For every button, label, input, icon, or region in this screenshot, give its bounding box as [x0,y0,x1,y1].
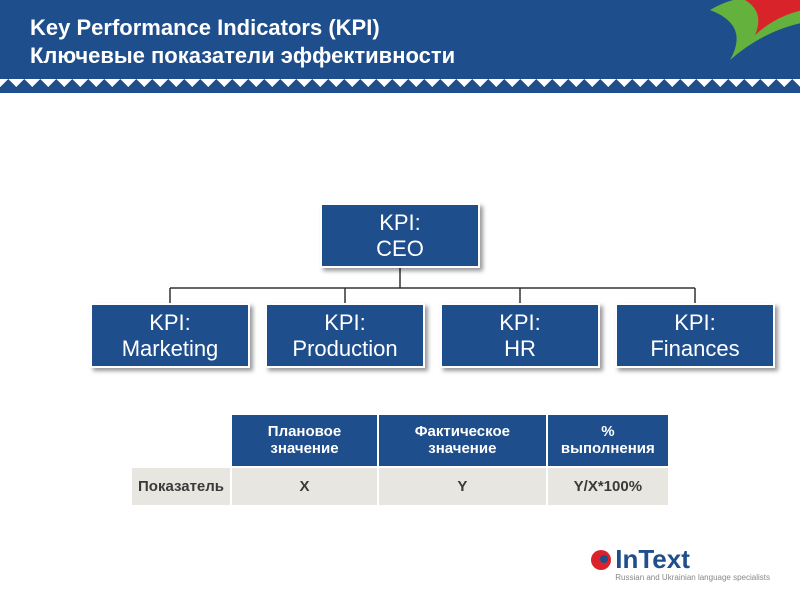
org-child-label: KPI:Production [292,310,397,361]
org-child-label: KPI:Finances [650,310,739,361]
th-fact: Фактическое значение [378,414,547,467]
th-blank [131,414,231,467]
slide-header: Key Performance Indicators (KPI) Ключевы… [0,0,800,79]
zigzag-divider [0,79,800,93]
td-y: Y [378,467,547,506]
brand-name: InText [615,544,690,575]
org-root-label: KPI:CEO [376,210,424,261]
title-ru: Ключевые показатели эффективности [30,42,770,70]
td-x: X [231,467,378,506]
td-label: Показатель [131,467,231,506]
org-root: KPI:CEO [320,203,480,268]
kpi-table: Плановое значение Фактическое значение %… [130,413,670,507]
org-child-production: KPI:Production [265,303,425,368]
brand-tagline: Russian and Ukrainian language specialis… [615,573,770,582]
org-child-finances: KPI:Finances [615,303,775,368]
org-child-hr: KPI:HR [440,303,600,368]
diagram-area: KPI:CEO KPI:Marketing KPI:Production KPI… [0,93,800,103]
brand-row: InText [591,544,770,575]
org-child-marketing: KPI:Marketing [90,303,250,368]
td-pct: Y/X*100% [547,467,669,506]
brand-dot-icon [591,550,611,570]
th-plan: Плановое значение [231,414,378,467]
corner-swoosh-icon [700,0,800,80]
footer-logo: InText Russian and Ukrainian language sp… [591,544,770,582]
kpi-table-wrap: Плановое значение Фактическое значение %… [130,413,670,507]
table-row: Показатель X Y Y/X*100% [131,467,669,506]
org-child-label: KPI:Marketing [122,310,219,361]
th-pct: % выполнения [547,414,669,467]
table-header-row: Плановое значение Фактическое значение %… [131,414,669,467]
title-en: Key Performance Indicators (KPI) [30,14,770,42]
org-child-label: KPI:HR [499,310,541,361]
